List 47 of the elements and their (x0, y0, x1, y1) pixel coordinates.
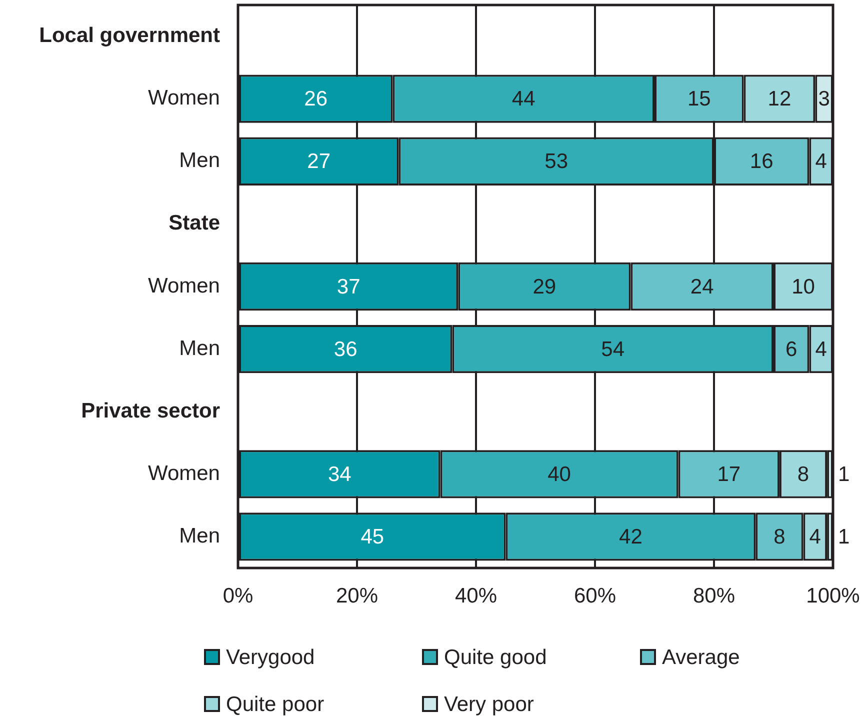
legend-label: Average (662, 646, 740, 669)
y-tick-label: Local government (39, 24, 220, 48)
x-tick-label: 20% (336, 584, 378, 608)
data-label: 10 (792, 275, 815, 298)
x-tick-label: 0% (222, 584, 254, 608)
legend-label: Very poor (444, 692, 534, 716)
data-label: 12 (768, 88, 792, 111)
data-label: 26 (304, 88, 328, 111)
data-label: 27 (307, 150, 331, 174)
data-label: 42 (619, 526, 642, 549)
legend-label: Quite good (444, 646, 547, 669)
data-label: 4 (815, 150, 828, 174)
y-tick-label: Private sector (81, 399, 220, 422)
legend-label: Verygood (226, 646, 315, 669)
y-tick-label: Women (148, 274, 220, 298)
data-label: 16 (750, 150, 774, 174)
data-label: 53 (544, 150, 568, 174)
data-label: 4 (815, 338, 828, 361)
data-label: 34 (328, 462, 352, 486)
data-label: 17 (717, 462, 741, 486)
data-label: 1 (838, 526, 850, 549)
data-label: 15 (687, 88, 711, 111)
y-tick-label: Men (179, 149, 220, 172)
x-tick-label: 40% (454, 584, 498, 608)
x-tick-label: 100% (806, 584, 860, 608)
y-tick-label: Men (179, 336, 220, 360)
data-label: 29 (532, 275, 556, 298)
x-tick-label: 60% (574, 584, 616, 608)
data-label: 40 (548, 462, 571, 486)
data-label: 6 (786, 338, 798, 361)
data-label: 54 (601, 338, 625, 361)
data-label: 3 (818, 88, 830, 111)
data-label: 45 (360, 526, 384, 549)
data-label: 44 (512, 88, 536, 111)
data-label: 24 (690, 275, 714, 298)
y-tick-label: State (168, 212, 220, 235)
data-label: 8 (797, 462, 810, 486)
y-tick-label: Men (179, 524, 220, 548)
y-tick-label: Women (148, 86, 220, 110)
x-tick-label: 80% (692, 584, 736, 608)
data-label: 37 (336, 275, 360, 298)
data-label: 36 (334, 338, 358, 361)
data-label: 1 (838, 462, 850, 486)
data-label: 8 (774, 526, 786, 549)
y-tick-label: Women (148, 462, 220, 485)
legend-label: Quite poor (226, 692, 324, 716)
data-label: 4 (809, 526, 822, 549)
